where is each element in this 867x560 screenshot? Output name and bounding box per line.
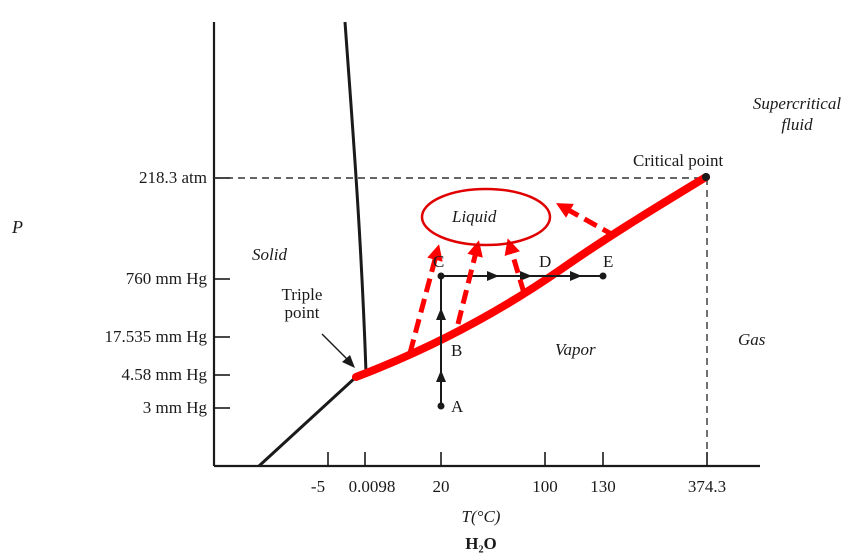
x-tick-label-minus-5: -5 — [310, 477, 326, 496]
red-dashed-arrow-2 — [455, 240, 483, 325]
arrow-c-to-d-2 — [520, 271, 532, 281]
arrow-b-to-c — [436, 308, 446, 320]
solid-vapor-boundary — [257, 375, 358, 468]
y-tick-label-4-58-mmhg: 4.58 mm Hg — [121, 365, 207, 384]
liquid-highlight-ellipse — [420, 187, 552, 247]
red-dashed-arrows — [407, 203, 617, 354]
x-tick-marks — [327, 452, 708, 466]
triple-line-2: point — [284, 302, 320, 322]
y-tick-label-760-mmhg: 760 mm Hg — [125, 269, 207, 288]
x-tick-label-100: 100 — [532, 477, 558, 496]
region-label-supercritical: Supercritical fluid — [732, 95, 862, 133]
triple-point-pointer-head — [342, 355, 355, 368]
point-label-c: C — [433, 252, 445, 271]
region-label-vapor: Vapor — [555, 340, 596, 359]
point-label-a: A — [451, 397, 464, 416]
x-tick-label-130: 130 — [590, 477, 616, 496]
critical-point-label: Critical point — [633, 151, 724, 170]
triple-point-pointer — [321, 333, 351, 363]
x-tick-label-20: 20 — [432, 477, 450, 496]
x-axis-label: T(°C) — [461, 507, 501, 526]
arrow-d-to-e — [570, 271, 582, 281]
point-label-e: E — [603, 252, 614, 271]
y-tick-marks — [214, 177, 230, 409]
arrow-a-to-b — [436, 370, 446, 382]
solid-liquid-boundary — [343, 21, 368, 373]
region-label-liquid: Liquid — [452, 207, 497, 226]
point-label-b: B — [451, 341, 463, 360]
liquid-vapor-boundary — [352, 173, 710, 381]
x-tick-label-0-0098: 0.0098 — [348, 477, 396, 496]
y-tick-label-218-atm: 218.3 atm — [139, 168, 207, 187]
y-axis-label: P — [12, 217, 23, 237]
x-tick-label-374-3: 374.3 — [687, 477, 727, 496]
red-dashed-arrow-1 — [407, 244, 443, 354]
triple-point-label: Triple point — [264, 286, 340, 322]
red-dashed-arrow-3 — [504, 238, 527, 294]
red-dashed-arrow-4 — [556, 203, 617, 239]
supercritical-line-1: Supercritical — [752, 94, 842, 113]
triple-line-1: Triple — [281, 285, 323, 304]
region-label-gas: Gas — [738, 330, 766, 349]
supercritical-line-2: fluid — [781, 115, 813, 134]
y-tick-label-3-mmhg: 3 mm Hg — [142, 398, 207, 417]
point-label-d: D — [539, 252, 552, 271]
point-a-dot — [437, 402, 445, 410]
critical-point-marker — [702, 173, 710, 181]
arrow-c-to-d-1 — [487, 271, 499, 281]
point-e-dot — [599, 272, 607, 280]
region-label-solid: Solid — [252, 245, 287, 264]
y-tick-label-17-mmhg: 17.535 mm Hg — [104, 327, 207, 346]
diagram-caption: H₂O — [465, 534, 497, 553]
